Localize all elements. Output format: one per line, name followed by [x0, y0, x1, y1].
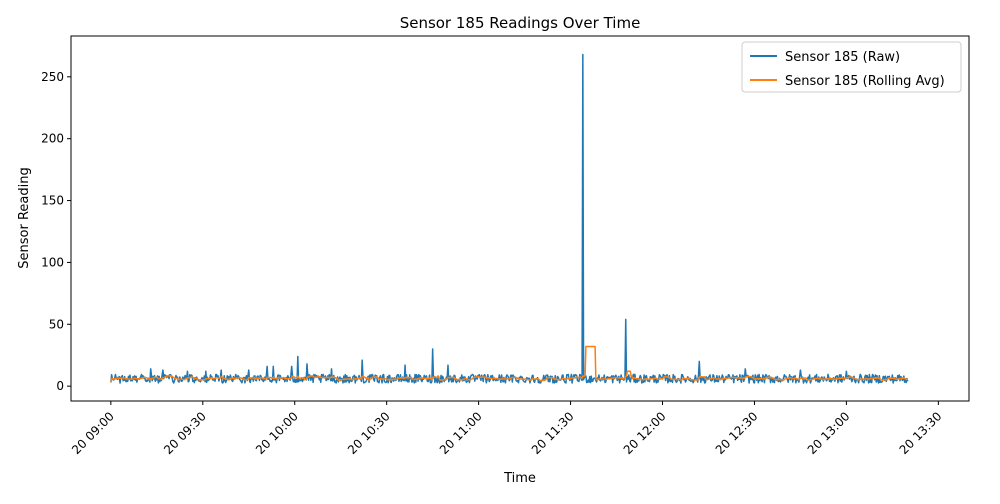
y-tick-label: 50 [49, 317, 64, 331]
x-axis-label: Time [503, 471, 536, 486]
y-tick-label: 150 [41, 194, 64, 208]
x-tick-label: 20 11:00 [437, 409, 485, 457]
plot-frame [70, 35, 970, 402]
x-tick-label: 20 12:00 [621, 409, 669, 457]
legend: Sensor 185 (Raw) Sensor 185 (Rolling Avg… [741, 41, 962, 93]
y-tick-label: 200 [41, 132, 64, 146]
legend-raw-label: Sensor 185 (Raw) [785, 50, 900, 65]
x-tick-label: 20 10:00 [253, 409, 301, 457]
x-tick-label: 20 13:30 [897, 409, 945, 457]
y-tick-label: 250 [41, 70, 64, 84]
y-tick-label: 100 [41, 255, 64, 269]
y-axis-label: Sensor Reading [17, 167, 32, 268]
x-tick-label: 20 11:30 [529, 409, 577, 457]
x-tick-label: 20 10:30 [345, 409, 393, 457]
x-tick-label: 20 09:00 [69, 409, 117, 457]
axes: 0 50 100 150 200 250 20 09:00 20 09:30 20 10:00 2… [41, 35, 970, 457]
y-tick-label: 0 [56, 379, 64, 393]
x-tick-label: 20 12:30 [713, 409, 761, 457]
chart-title: Sensor 185 Readings Over Time [400, 14, 641, 32]
x-tick-label: 20 13:00 [805, 409, 853, 457]
x-tick-label: 20 09:30 [161, 409, 209, 457]
series-line-raw [110, 53, 909, 384]
legend-avg-label: Sensor 185 (Rolling Avg) [785, 74, 945, 89]
series-line-rolling-avg [110, 345, 909, 383]
legend-box [741, 41, 962, 93]
plot-area [110, 53, 909, 384]
